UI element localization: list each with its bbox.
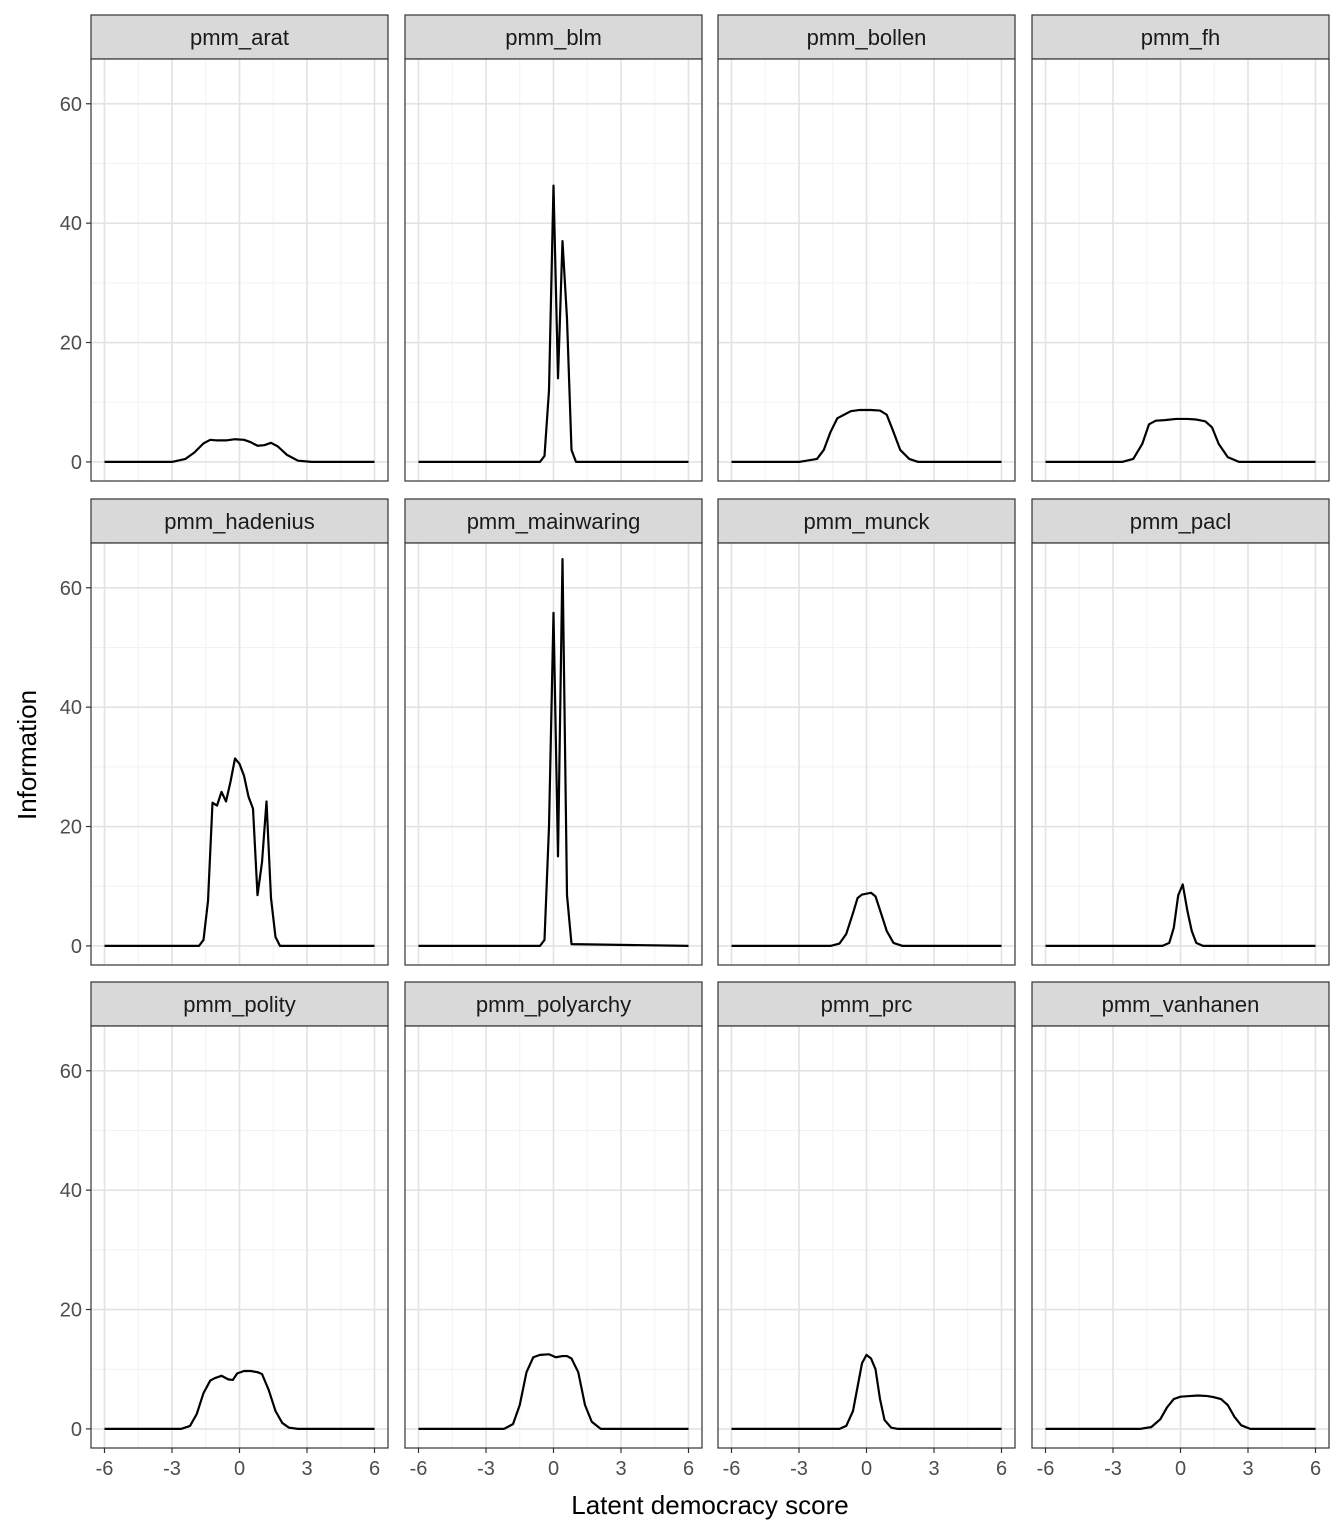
facet-strip-label: pmm_arat (190, 25, 289, 50)
facet-panel: pmm_munck (717, 498, 1016, 966)
x-axis-title: Latent democracy score (571, 1490, 848, 1520)
information-curve (731, 1353, 1002, 1431)
y-tick-label: 60 (60, 94, 82, 116)
facet-strip-label: pmm_prc (821, 992, 913, 1017)
facet-panel: pmm_blm (404, 14, 703, 482)
panel-border (717, 542, 1016, 966)
x-tick-label: -3 (477, 1458, 495, 1480)
x-tick-label: 3 (928, 1458, 939, 1480)
panel-border (1031, 58, 1330, 482)
facet-strip (90, 14, 389, 60)
facet-panel: pmm_arat (90, 14, 389, 482)
information-curve (1045, 417, 1316, 463)
x-axis-layer: -6 -3 0 3 6 -6 -3 0 3 6 -6 -3 0 3 6 -6 -3 0 3 6 (96, 1448, 1321, 1480)
y-tick-label: 40 (60, 1180, 82, 1202)
panel-border (404, 542, 703, 966)
information-curve (418, 1353, 689, 1431)
x-tick-label: 0 (861, 1458, 872, 1480)
x-tick-label: -6 (410, 1458, 428, 1480)
y-tick-label: 40 (60, 697, 82, 719)
y-tick-label: 40 (60, 213, 82, 235)
x-tick-label: -3 (790, 1458, 808, 1480)
facet-panel: pmm_hadenius (90, 498, 389, 966)
information-curve (104, 438, 375, 463)
y-tick-label: 20 (60, 1300, 82, 1322)
facet-strip-label: pmm_polity (183, 992, 295, 1017)
facet-strip-label: pmm_munck (804, 509, 931, 534)
x-tick-label: 6 (1310, 1458, 1321, 1480)
y-tick-label: 0 (71, 936, 82, 958)
y-tick-label: 20 (60, 333, 82, 355)
panel-border (717, 58, 1016, 482)
facet-strip (404, 14, 703, 60)
facet-panel: pmm_polity (90, 981, 389, 1449)
x-tick-label: -3 (163, 1458, 181, 1480)
facet-strip-label: pmm_mainwaring (467, 509, 641, 534)
information-curve (104, 757, 375, 948)
y-axis-title: Information (12, 690, 42, 820)
y-tick-label: 60 (60, 578, 82, 600)
x-tick-label: -6 (96, 1458, 114, 1480)
facet-strip (1031, 14, 1330, 60)
information-curve (731, 891, 1002, 948)
x-tick-label: 3 (615, 1458, 626, 1480)
facet-strip-label: pmm_hadenius (164, 509, 314, 534)
panel-border (404, 58, 703, 482)
y-axis-layer: 0 20 40 60 0 20 40 60 0 20 40 60 (60, 94, 91, 1441)
information-curve (418, 558, 689, 948)
facet-strip (1031, 981, 1330, 1027)
panel-border (1031, 542, 1330, 966)
facet-strip (717, 14, 1016, 60)
facet-panel: pmm_polyarchy (404, 981, 703, 1449)
facet-strip (404, 981, 703, 1027)
y-tick-label: 0 (71, 452, 82, 474)
facet-panel: pmm_mainwaring (404, 498, 703, 966)
x-tick-label: 6 (369, 1458, 380, 1480)
y-tick-label: 60 (60, 1061, 82, 1083)
facet-panel: pmm_pacl (1031, 498, 1330, 966)
facet-panel: pmm_vanhanen (1031, 981, 1330, 1449)
facet-strip-label: pmm_fh (1141, 25, 1220, 50)
facet-strip-label: pmm_polyarchy (476, 992, 631, 1017)
facet-strip-label: pmm_bollen (807, 25, 927, 50)
facet-strip (1031, 498, 1330, 544)
x-tick-label: 3 (1242, 1458, 1253, 1480)
information-curve (1045, 1394, 1316, 1431)
facet-strip (717, 981, 1016, 1027)
information-curve (1045, 883, 1316, 948)
information-curve (104, 1369, 375, 1431)
y-tick-label: 20 (60, 817, 82, 839)
information-curve (731, 408, 1002, 463)
facet-strip (90, 981, 389, 1027)
panel-border (90, 542, 389, 966)
x-tick-label: 3 (301, 1458, 312, 1480)
x-tick-label: 6 (683, 1458, 694, 1480)
information-curve (418, 184, 689, 463)
x-tick-label: -3 (1104, 1458, 1122, 1480)
panel-border (90, 58, 389, 482)
facet-panel: pmm_prc (717, 981, 1016, 1449)
y-tick-label: 0 (71, 1419, 82, 1441)
facet-strip-label: pmm_pacl (1130, 509, 1231, 534)
x-tick-label: -6 (1037, 1458, 1055, 1480)
x-tick-label: 0 (1175, 1458, 1186, 1480)
x-tick-label: 6 (996, 1458, 1007, 1480)
x-tick-label: -6 (723, 1458, 741, 1480)
facet-strip (90, 498, 389, 544)
panels-layer: pmm_arat pmm_blm pmm_bollen pmm_fh pmm_haden… (90, 14, 1330, 1449)
facet-strip-label: pmm_blm (505, 25, 602, 50)
facet-panel: pmm_fh (1031, 14, 1330, 482)
x-tick-label: 0 (548, 1458, 559, 1480)
facet-strip-label: pmm_vanhanen (1102, 992, 1260, 1017)
facet-panel: pmm_bollen (717, 14, 1016, 482)
x-tick-label: 0 (234, 1458, 245, 1480)
